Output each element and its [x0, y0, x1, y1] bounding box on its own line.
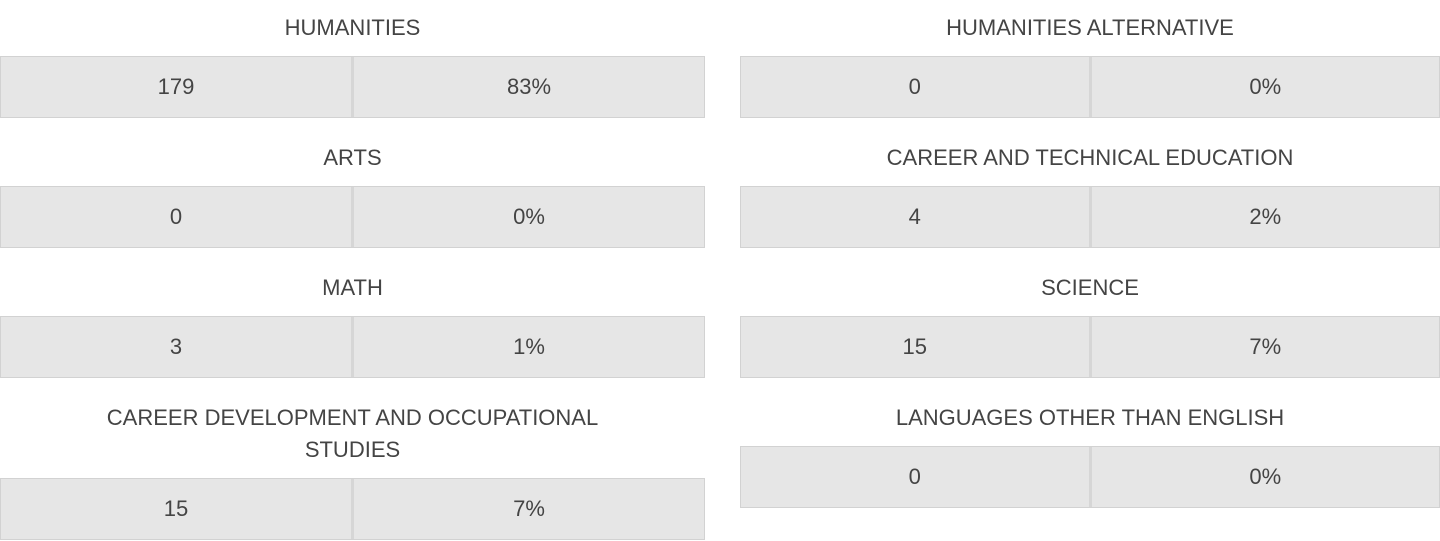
percent-cell: 0%	[1249, 464, 1282, 489]
stat-section: LANGUAGES OTHER THAN ENGLISH 0 0%	[740, 390, 1440, 508]
count-cell: 0	[741, 57, 1092, 117]
section-title: SCIENCE	[1041, 275, 1139, 300]
percent-cell: 7%	[513, 496, 545, 521]
stat-section: HUMANITIES ALTERNATIVE 0 0%	[740, 0, 1440, 118]
count-cell: 0	[741, 447, 1092, 507]
section-title: CAREER AND TECHNICAL EDUCATION	[886, 145, 1294, 170]
stat-box: 15 7%	[0, 478, 705, 540]
stat-box: 15 7%	[740, 316, 1440, 378]
count-cell: 3	[1, 317, 354, 377]
percent-cell: 1%	[513, 334, 545, 359]
stat-section: CAREER DEVELOPMENT AND OCCUPATIONAL STUD…	[0, 390, 705, 540]
stat-box: 0 0%	[740, 446, 1440, 508]
stat-section: MATH 3 1%	[0, 260, 705, 378]
section-title: MATH	[322, 275, 383, 300]
count-cell: 0	[1, 187, 354, 247]
stat-box: 0 0%	[740, 56, 1440, 118]
column: HUMANITIES 179 83% ARTS 0 0% MATH 3 1% CAREER DEV…	[0, 0, 705, 541]
percent-cell: 2%	[1249, 204, 1282, 229]
stat-section: HUMANITIES 179 83%	[0, 0, 705, 118]
section-title: ARTS	[323, 145, 382, 170]
count-cell: 4	[741, 187, 1092, 247]
stat-box: 3 1%	[0, 316, 705, 378]
count-cell: 179	[1, 57, 354, 117]
section-title: CAREER DEVELOPMENT AND OCCUPATIONAL STUD…	[106, 405, 599, 462]
stat-section: SCIENCE 15 7%	[740, 260, 1440, 378]
stat-box: 0 0%	[0, 186, 705, 248]
section-title: LANGUAGES OTHER THAN ENGLISH	[895, 405, 1285, 430]
section-title: HUMANITIES ALTERNATIVE	[946, 15, 1234, 40]
percent-cell: 83%	[506, 74, 552, 99]
stat-section: CAREER AND TECHNICAL EDUCATION 4 2%	[740, 130, 1440, 248]
section-title: HUMANITIES	[284, 15, 421, 40]
stat-box: 4 2%	[740, 186, 1440, 248]
stat-section: ARTS 0 0%	[0, 130, 705, 248]
count-cell: 15	[1, 479, 354, 539]
stat-box: 179 83%	[0, 56, 705, 118]
percent-cell: 7%	[1249, 334, 1282, 359]
count-cell: 15	[741, 317, 1092, 377]
percent-cell: 0%	[1249, 74, 1282, 99]
column: HUMANITIES ALTERNATIVE 0 0% CAREER AND TECH…	[740, 0, 1440, 541]
percent-cell: 0%	[513, 204, 545, 229]
